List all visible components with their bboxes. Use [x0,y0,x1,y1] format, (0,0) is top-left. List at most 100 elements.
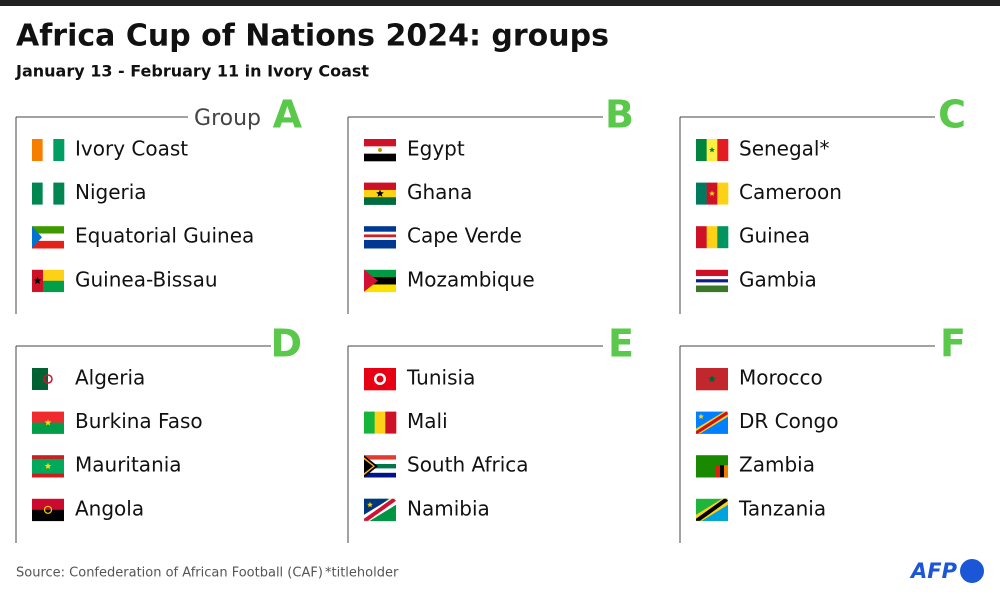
team-name: Nigeria [75,180,147,204]
flag-stripe [364,226,396,230]
team-name: Tanzania [738,496,826,520]
flag-stripe [717,182,729,205]
flag-stripe [696,226,707,249]
group-letter: F [940,322,966,366]
top-bar [0,0,1000,6]
flag-stripe [696,282,728,286]
flag-detail [708,375,716,383]
team-name: Morocco [739,366,823,390]
team-name: Algeria [75,366,145,390]
flag [32,368,65,390]
flag [696,411,728,434]
flag [32,498,64,522]
team-name: Mali [407,409,448,433]
flag [364,269,396,293]
flag-stripe [696,272,728,277]
flag-stripe [364,468,396,474]
logo: AFP [909,559,958,583]
flag-stripe [364,411,375,434]
flag [364,226,396,249]
group-letter: D [270,322,302,366]
flag [32,226,64,249]
flag [696,139,729,161]
team-name: Tunisia [406,366,475,390]
flag [696,269,728,293]
flag-stripe [32,182,43,205]
flag-stripe [364,245,396,249]
team-name: Ghana [407,180,472,204]
flag-stripe [374,411,386,434]
flag [364,411,397,434]
flag-stripe [364,197,396,205]
flag [364,368,396,391]
flag-stripe [32,466,64,471]
flag-stripe [53,139,65,161]
flag-stripe [717,226,729,249]
flag-detail [709,190,715,196]
flag-stripe [364,153,396,162]
flag-detail [696,498,728,521]
team-name: Guinea-Bissau [75,267,218,291]
flag-stripe [364,455,396,460]
flag-stripe [32,368,49,390]
team-name: Egypt [407,137,465,161]
flag [696,182,729,205]
flag [364,498,396,522]
flag-detail [376,375,384,383]
flag-stripe [42,182,54,205]
team-name: Mauritania [75,453,182,477]
group-letter: E [608,322,634,366]
flag-stripe [42,139,54,161]
flag [364,182,396,205]
flag-detail [43,374,53,384]
subtitle: January 13 - February 11 in Ivory Coast [15,62,369,81]
team-name: Cameroon [739,180,842,204]
flag-stripe [364,284,396,293]
flag-stripe [32,509,64,522]
flag-stripe [364,182,396,191]
flag-stripe [696,279,728,283]
team-name: Mozambique [407,267,535,291]
flag-stripe [32,473,64,478]
flag-stripe [32,240,64,249]
team-name: Burkina Faso [75,409,203,433]
team-name: Equatorial Guinea [75,224,254,248]
flag-stripe [696,276,728,280]
flag [32,182,65,205]
flag-stripe [696,182,707,205]
flag-stripe [385,411,397,434]
group-letter: C [938,93,966,137]
team-name: Namibia [407,496,490,520]
team-name: Cape Verde [407,224,522,248]
flag-stripe [696,269,728,274]
flag [364,139,396,162]
flag-stripe [32,226,64,234]
flag-stripe [32,422,64,434]
flag-stripe [32,411,64,423]
group-letter: B [605,93,634,137]
flag [696,226,729,249]
team-name: Gambia [739,267,817,291]
logo-circle [960,559,984,583]
flag-stripe [32,455,64,460]
flag [364,455,396,478]
flag-stripe [364,239,396,243]
flag-detail [376,189,384,197]
flag-stripe [32,458,64,463]
team-name: DR Congo [739,409,838,433]
flag-stripe [364,237,396,241]
flag [32,411,64,434]
flag-stripe [364,464,396,469]
flag-stripe [364,459,396,465]
flag-stripe [696,139,707,161]
team-name: Guinea [739,224,810,248]
flag-stripe [364,228,396,232]
flag-detail [364,498,396,521]
flag-stripe [32,233,64,242]
flag-stripe [364,277,396,285]
flag-stripe [696,285,728,289]
flag [32,455,64,478]
flag-detail [378,148,382,152]
group-label: Group [194,106,261,131]
